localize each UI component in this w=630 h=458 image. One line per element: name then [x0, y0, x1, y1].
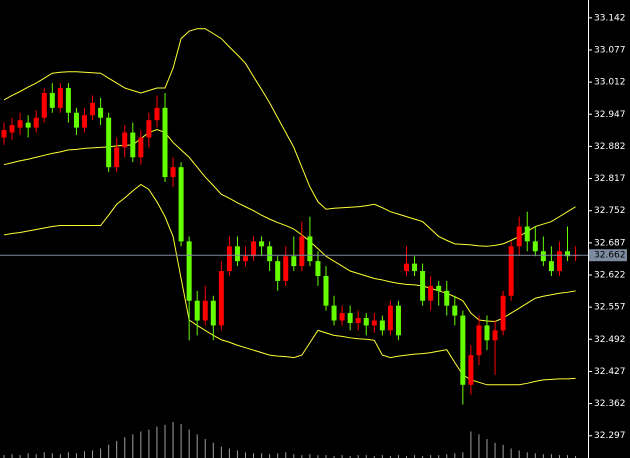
candle-body — [178, 167, 184, 242]
y-tick-label: 32.817 — [594, 174, 626, 184]
candle-body — [508, 246, 514, 296]
candle-body — [315, 261, 321, 276]
candle-body — [267, 246, 273, 262]
y-tick-label: 32.752 — [594, 206, 626, 216]
candle-body — [33, 117, 39, 128]
candle-body — [516, 226, 522, 247]
candle-body — [347, 313, 353, 323]
candle-body — [548, 261, 554, 272]
candle-body — [436, 285, 442, 291]
candle-body — [1, 130, 7, 138]
candle-body — [420, 271, 426, 301]
y-tick-label: 32.622 — [594, 270, 626, 280]
y-tick-label: 32.882 — [594, 142, 626, 152]
bollinger-band — [3, 183, 576, 386]
candle-body — [291, 256, 297, 267]
candle-body — [138, 137, 144, 158]
candle-body — [122, 132, 128, 148]
y-tick-label: 32.427 — [594, 367, 626, 377]
candle-body — [210, 300, 216, 326]
candle-body — [41, 92, 47, 118]
bollinger-band — [3, 129, 576, 322]
y-tick-label: 33.142 — [594, 13, 626, 23]
candle-body — [532, 241, 538, 252]
candle-body — [162, 107, 168, 178]
y-tick-label: 32.297 — [594, 431, 626, 441]
candle-body — [444, 290, 450, 306]
candle-body — [114, 147, 120, 168]
candle-body — [468, 355, 474, 385]
candle-body — [154, 107, 160, 121]
candle-body — [307, 236, 313, 262]
y-tick-label: 32.947 — [594, 110, 626, 120]
candle-body — [25, 122, 31, 128]
candle-body — [170, 167, 176, 178]
candle-body — [379, 320, 385, 331]
y-tick-label: 32.362 — [594, 399, 626, 409]
candle-body — [106, 117, 112, 168]
candle-body — [17, 120, 23, 128]
candle-body — [363, 318, 369, 326]
candle-body — [476, 325, 482, 356]
candle-body — [98, 107, 104, 118]
candle-body — [90, 102, 96, 116]
candle-body — [460, 315, 466, 385]
candle-body — [339, 313, 345, 321]
y-tick-label: 32.557 — [594, 303, 626, 313]
candle-body — [218, 271, 224, 326]
candle-body — [500, 295, 506, 331]
y-tick-label: 33.012 — [594, 78, 626, 88]
candle-body — [387, 305, 393, 331]
candle-body — [371, 320, 377, 326]
candle-body — [259, 241, 265, 247]
candle-body — [355, 318, 361, 323]
candle-body — [82, 115, 87, 128]
candle-body — [146, 120, 152, 138]
candle-body — [323, 275, 329, 306]
candle-body — [428, 285, 434, 301]
candle-body — [395, 305, 401, 336]
candle-body — [412, 263, 418, 272]
candle-body — [492, 330, 498, 341]
candle-body — [299, 236, 305, 267]
candle-body — [186, 241, 192, 301]
candle-body — [9, 125, 15, 133]
candle-body — [524, 226, 530, 242]
candle-body — [484, 325, 490, 341]
y-tick-label: 32.687 — [594, 238, 626, 248]
candle-body — [565, 251, 570, 257]
candle-body — [65, 88, 71, 113]
candle-body — [57, 88, 63, 108]
candle-body — [283, 256, 289, 281]
candle-body — [234, 246, 240, 262]
candle-body — [243, 256, 248, 262]
candle-body — [251, 241, 257, 257]
y-tick-label: 33.077 — [594, 45, 626, 55]
current-price-label: 32.662 — [594, 251, 626, 261]
candle-body — [202, 300, 208, 321]
candle-body — [275, 261, 281, 281]
candle-body — [49, 92, 55, 108]
candle-body — [331, 305, 337, 321]
candle-body — [194, 300, 200, 321]
candle-body — [452, 305, 458, 316]
y-tick-label: 32.492 — [594, 335, 626, 345]
candle-body — [73, 112, 79, 128]
current-price-box — [589, 249, 627, 262]
candle-body — [556, 251, 562, 272]
candle-body — [226, 246, 232, 272]
candle-body — [540, 251, 546, 262]
candle-body — [130, 132, 136, 158]
bollinger-band — [3, 28, 576, 247]
candle-body — [404, 263, 409, 272]
